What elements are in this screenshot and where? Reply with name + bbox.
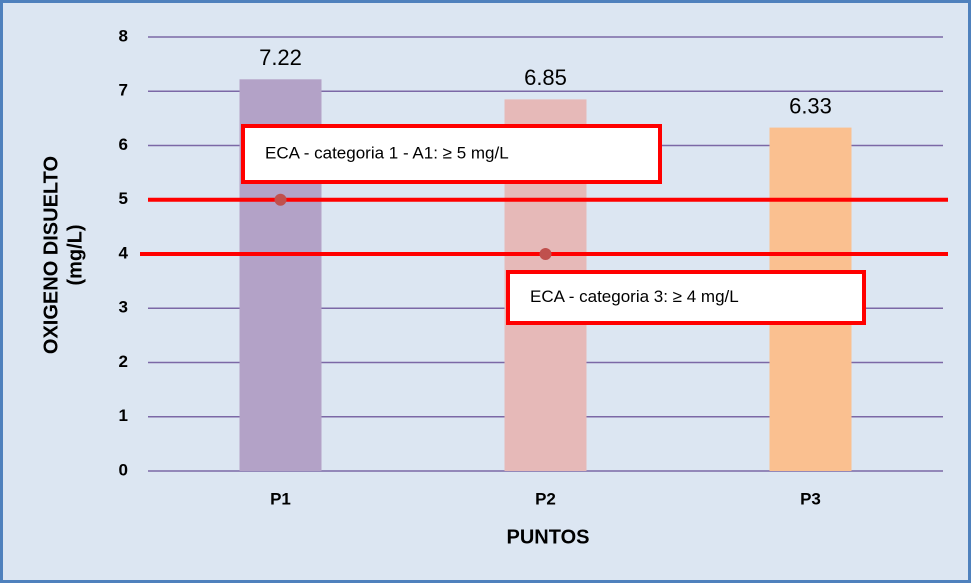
annotation-text: ECA - categoria 3: ≥ 4 mg/L — [530, 287, 739, 306]
y-tick-label: 3 — [119, 298, 128, 317]
annotation-box — [506, 270, 866, 325]
y-tick-label: 2 — [119, 352, 128, 371]
x-axis-title: PUNTOS — [507, 526, 590, 548]
y-axis-title: OXIGENO DISUELTO — [40, 156, 62, 354]
reference-point — [539, 248, 552, 260]
y-tick-label: 8 — [119, 26, 128, 45]
annotation-text: ECA - categoria 1 - A1: ≥ 5 mg/L — [265, 143, 509, 162]
y-tick-label: 1 — [119, 406, 128, 425]
reference-point — [274, 193, 287, 206]
x-tick-label: P3 — [800, 489, 821, 508]
annotation-box — [241, 124, 662, 184]
y-tick-label: 5 — [119, 189, 128, 208]
y-tick-label: 0 — [119, 460, 128, 479]
y-axis-title: (mg/L) — [64, 224, 86, 285]
data-label: 6.33 — [789, 93, 832, 118]
y-tick-label: 6 — [119, 135, 128, 154]
x-tick-label: P1 — [270, 489, 291, 508]
data-label: 7.22 — [259, 45, 302, 70]
x-tick-label: P2 — [535, 489, 556, 508]
y-tick-label: 4 — [119, 243, 129, 262]
data-label: 6.85 — [524, 65, 567, 90]
y-tick-label: 7 — [119, 81, 128, 100]
